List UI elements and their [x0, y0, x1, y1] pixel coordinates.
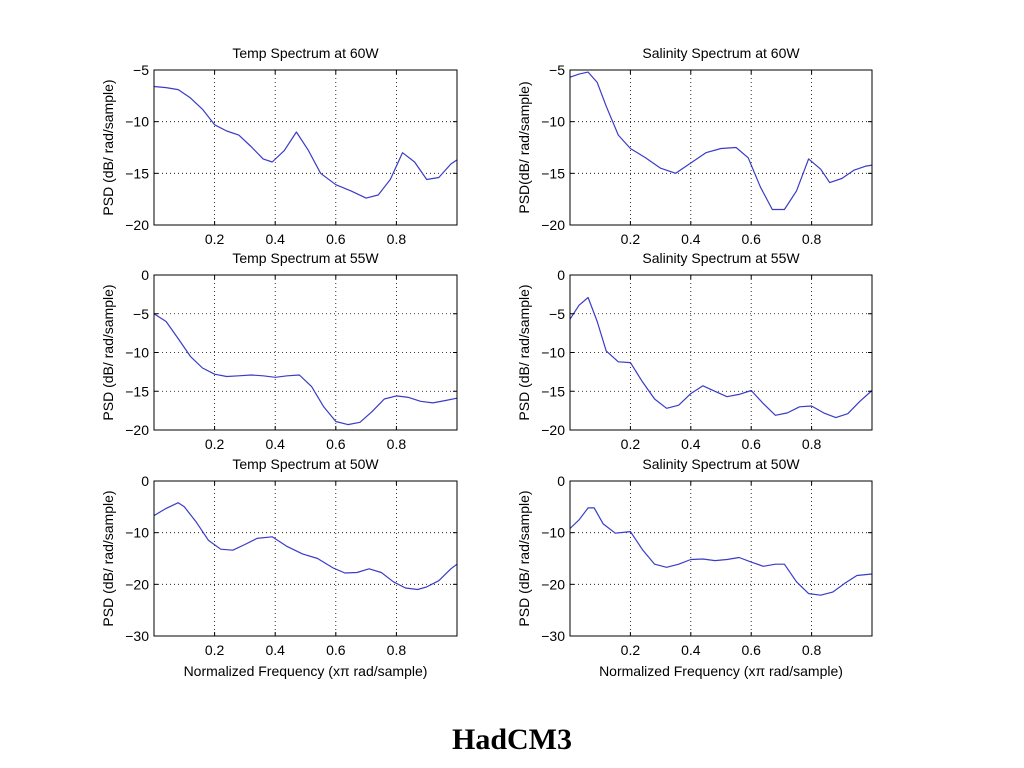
x-tick-label: 0.2: [621, 231, 641, 247]
spectrum-panel-3: 0.2 0.4 0.6 0.8 −20 −15 −10 −5 0 Temp Spectrum at…: [100, 250, 458, 452]
y-tick-label: −5: [133, 62, 149, 78]
x-tick-label: 0.2: [205, 231, 225, 247]
x-tick-label: 0.2: [621, 642, 641, 658]
y-axis-label: PSD (dB/ rad/sample): [100, 490, 116, 626]
x-tick-label: 0.6: [326, 436, 346, 452]
y-tick-label: −5: [549, 62, 565, 78]
psd-series-line: [153, 313, 458, 426]
y-tick-label: −10: [125, 525, 149, 541]
x-tick-label: 0.2: [205, 642, 225, 658]
y-tick-label: −20: [541, 422, 565, 438]
spectrum-panel-4: 0.2 0.4 0.6 0.8 −20 −15 −10 −5 0 Salinity Spectru…: [516, 250, 873, 452]
y-tick-label: −30: [541, 628, 565, 644]
psd-series-line: [569, 71, 873, 211]
psd-series-line: [569, 296, 873, 419]
y-tick-label: −20: [125, 217, 149, 233]
x-tick-label: 0.4: [681, 642, 701, 658]
x-tick-label: 0.6: [741, 642, 761, 658]
y-tick-label: −10: [541, 114, 565, 130]
y-tick-label: −10: [125, 345, 149, 361]
y-tick-label: 0: [557, 267, 565, 283]
y-tick-label: −10: [125, 114, 149, 130]
x-tick-label: 0.8: [387, 231, 407, 247]
x-tick-label: 0.4: [265, 642, 285, 658]
y-tick-label: −15: [125, 383, 149, 399]
plot-area: [570, 70, 872, 225]
x-tick-label: 0.8: [802, 231, 822, 247]
y-tick-label: −15: [541, 165, 565, 181]
x-tick-label: 0.6: [326, 231, 346, 247]
x-tick-label: 0.8: [387, 642, 407, 658]
plot-area: [570, 481, 872, 636]
y-tick-label: 0: [141, 267, 149, 283]
y-tick-label: −15: [541, 383, 565, 399]
x-axis-label: Normalized Frequency (xπ rad/sample): [184, 663, 428, 679]
spectrum-panel-5: 0.2 0.4 0.6 0.8 −30 −20 −10 0 Temp Spectrum at 5…: [100, 456, 458, 679]
y-axis-label: PSD (dB/ rad/sample): [516, 490, 532, 626]
y-tick-label: −5: [133, 306, 149, 322]
figure-footer-title: HadCM3: [452, 723, 572, 756]
panel-title: Salinity Spectrum at 55W: [642, 250, 800, 266]
y-tick-label: −5: [549, 306, 565, 322]
x-tick-label: 0.8: [387, 436, 407, 452]
plot-area: [154, 70, 457, 225]
x-tick-label: 0.8: [802, 642, 822, 658]
panel-title: Temp Spectrum at 55W: [232, 250, 379, 266]
x-tick-label: 0.2: [621, 436, 641, 452]
x-tick-label: 0.4: [681, 436, 701, 452]
axes-frame: [153, 480, 458, 637]
axes-frame: [569, 69, 873, 226]
x-tick-label: 0.2: [205, 436, 225, 452]
plot-area: [570, 275, 872, 430]
psd-series-line: [153, 85, 458, 199]
y-tick-label: −20: [541, 217, 565, 233]
y-tick-label: −30: [125, 628, 149, 644]
y-tick-label: 0: [141, 473, 149, 489]
spectrum-panel-6: 0.2 0.4 0.6 0.8 −30 −20 −10 0 Salinity Spectrum …: [516, 456, 873, 679]
x-tick-label: 0.6: [326, 642, 346, 658]
psd-series-line: [569, 507, 873, 596]
y-axis-label: PSD (dB/ rad/sample): [516, 284, 532, 420]
x-tick-label: 0.8: [802, 436, 822, 452]
x-axis-label: Normalized Frequency (xπ rad/sample): [599, 663, 843, 679]
y-tick-label: 0: [557, 473, 565, 489]
spectrum-panel-1: 0.2 0.4 0.6 0.8 −20 −15 −10 −5 Temp Spectrum at …: [100, 45, 458, 247]
y-axis-label: PSD (dB/ rad/sample): [100, 79, 116, 215]
y-tick-label: −10: [541, 345, 565, 361]
y-axis-label: PSD (dB/ rad/sample): [100, 284, 116, 420]
x-tick-label: 0.4: [265, 436, 285, 452]
y-tick-label: −20: [125, 576, 149, 592]
y-tick-label: −15: [125, 165, 149, 181]
y-tick-label: −20: [125, 422, 149, 438]
plot-area: [154, 481, 457, 636]
x-tick-label: 0.4: [265, 231, 285, 247]
y-tick-label: −20: [541, 576, 565, 592]
plot-area: [154, 275, 457, 430]
x-tick-label: 0.6: [741, 231, 761, 247]
axes-frame: [153, 69, 458, 226]
psd-series-line: [153, 502, 458, 591]
x-tick-label: 0.6: [741, 436, 761, 452]
spectrum-panel-2: 0.2 0.4 0.6 0.8 −20 −15 −10 −5 Salinity Spectrum…: [516, 45, 873, 247]
panel-title: Salinity Spectrum at 50W: [642, 456, 800, 472]
y-axis-label: PSD(dB/ rad/sample): [516, 81, 532, 213]
axes-frame: [569, 480, 873, 637]
y-tick-label: −10: [541, 525, 565, 541]
panel-title: Temp Spectrum at 50W: [232, 456, 379, 472]
x-tick-label: 0.4: [681, 231, 701, 247]
panel-title: Temp Spectrum at 60W: [232, 45, 379, 61]
panel-title: Salinity Spectrum at 60W: [642, 45, 800, 61]
